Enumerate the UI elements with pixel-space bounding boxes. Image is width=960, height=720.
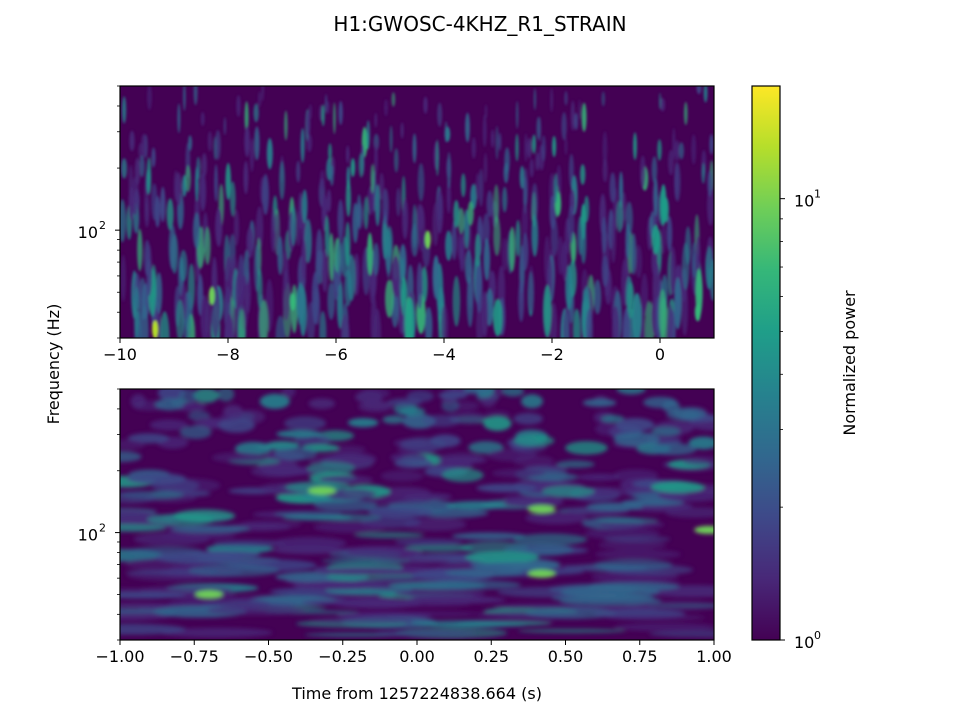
colorbar-label: Normalized power: [840, 290, 859, 436]
colorbar-tick-exponent: 1: [814, 188, 821, 201]
bottom-x-tick-label: 1.00: [696, 647, 732, 666]
bottom-x-tick-label: −1.00: [95, 647, 144, 666]
bottom-x-tick-label: −0.75: [170, 647, 219, 666]
top-hotspot: [694, 303, 701, 322]
y-axis-label: Frequency (Hz): [44, 304, 63, 425]
chart-title: H1:GWOSC-4KHZ_R1_STRAIN: [333, 12, 626, 36]
bottom-x-tick-label: 0.25: [473, 647, 509, 666]
colorbar-tick-exponent: 0: [814, 629, 821, 642]
bottom-x-tick-label: −0.25: [318, 647, 367, 666]
top-hotspot: [152, 320, 159, 338]
bottom-hotspot: [308, 486, 336, 495]
bottom-x-tick-label: −0.50: [244, 647, 293, 666]
bottom-hotspot: [694, 525, 714, 534]
top-x-tick-label: −2: [540, 345, 564, 364]
top-y-tick-exponent: 2: [99, 219, 106, 232]
bottom-hotspot: [527, 569, 556, 578]
top-hotspot: [289, 292, 296, 311]
top-x-tick-label: 0: [655, 345, 665, 364]
bottom-hotspot: [195, 590, 224, 599]
x-axis-label: Time from 1257224838.664 (s): [291, 684, 542, 703]
spectrogram-top: −10 −8 −6 −4 −2 0 10 2: [78, 85, 715, 364]
top-hotspot: [424, 230, 431, 249]
bottom-hotspot: [527, 505, 556, 514]
bottom-y-tick-label: 10: [78, 526, 98, 545]
top-y-tick-label: 10: [78, 223, 98, 242]
top-axes-frame: [119, 85, 715, 339]
colorbar-tick-label: 10: [794, 633, 814, 652]
bottom-x-tick-label: 0.50: [548, 647, 584, 666]
top-x-tick-label: −6: [324, 345, 348, 364]
colorbar-gradient: [751, 85, 781, 641]
bottom-x-tick-label: 0.75: [622, 647, 658, 666]
top-x-tick-label: −10: [103, 345, 137, 364]
colorbar-tick-label: 10: [794, 192, 814, 211]
top-x-tick-label: −8: [216, 345, 240, 364]
spectrogram-bottom: −1.00 −0.75 −0.50 −0.25 0.00 0.25 0.50 0.75 1.00…: [78, 388, 732, 666]
bottom-y-tick-exponent: 2: [99, 522, 106, 535]
bottom-x-tick-label: 0.00: [399, 647, 435, 666]
top-x-tick-label: −4: [432, 345, 456, 364]
top-hotspot: [208, 286, 215, 305]
